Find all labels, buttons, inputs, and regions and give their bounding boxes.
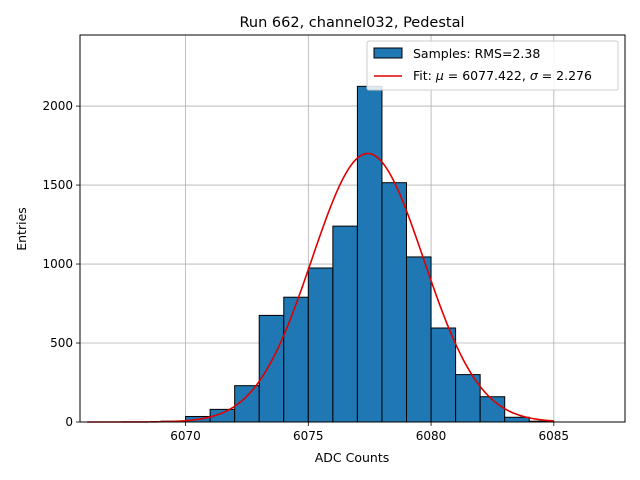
y-tick-label: 1500 (42, 178, 73, 192)
y-axis-label: Entries (14, 207, 29, 251)
legend-box (366, 40, 619, 91)
histogram-bar (504, 416, 530, 423)
legend-mu-text: = 6077.422, (444, 68, 530, 83)
legend-fit-prefix: Fit: (413, 68, 436, 83)
histogram-bar (356, 85, 383, 423)
legend-label-samples: Samples: RMS=2.38 (413, 46, 540, 61)
plot-frame (79, 34, 626, 423)
x-tick-label: 6070 (170, 429, 201, 443)
x-axis: 6070 6075 6080 6085 (170, 422, 569, 443)
histogram-bar (332, 225, 358, 423)
legend: Samples: RMS=2.38 Fit: μ = 6077.422, σ =… (366, 40, 619, 91)
y-tick-label: 2000 (42, 99, 73, 113)
histogram-bar (381, 182, 408, 423)
y-tick-label: 500 (50, 336, 73, 350)
histogram-bar (258, 314, 285, 423)
legend-sigma-symbol: σ (530, 68, 539, 83)
x-axis-label: ADC Counts (315, 450, 390, 465)
histogram-bar (479, 396, 506, 423)
histogram-bar (307, 267, 334, 423)
legend-mu-symbol: μ (435, 68, 444, 83)
x-tick-label: 6080 (416, 429, 447, 443)
y-axis: 0 500 1000 1500 2000 (42, 99, 80, 429)
histogram-bars (160, 85, 555, 423)
x-tick-label: 6085 (539, 429, 570, 443)
y-tick-label: 1000 (42, 257, 73, 271)
histogram-bar (430, 327, 457, 423)
chart-title: Run 662, channel032, Pedestal (239, 15, 464, 31)
y-tick-label: 0 (65, 415, 73, 429)
histogram-bar (283, 296, 309, 423)
histogram-bar (406, 256, 432, 423)
legend-sigma-text: = 2.276 (538, 68, 592, 83)
legend-swatch-samples (373, 47, 403, 59)
x-tick-label: 6075 (293, 429, 324, 443)
legend-label-fit: Fit: μ = 6077.422, σ = 2.276 (413, 68, 592, 83)
